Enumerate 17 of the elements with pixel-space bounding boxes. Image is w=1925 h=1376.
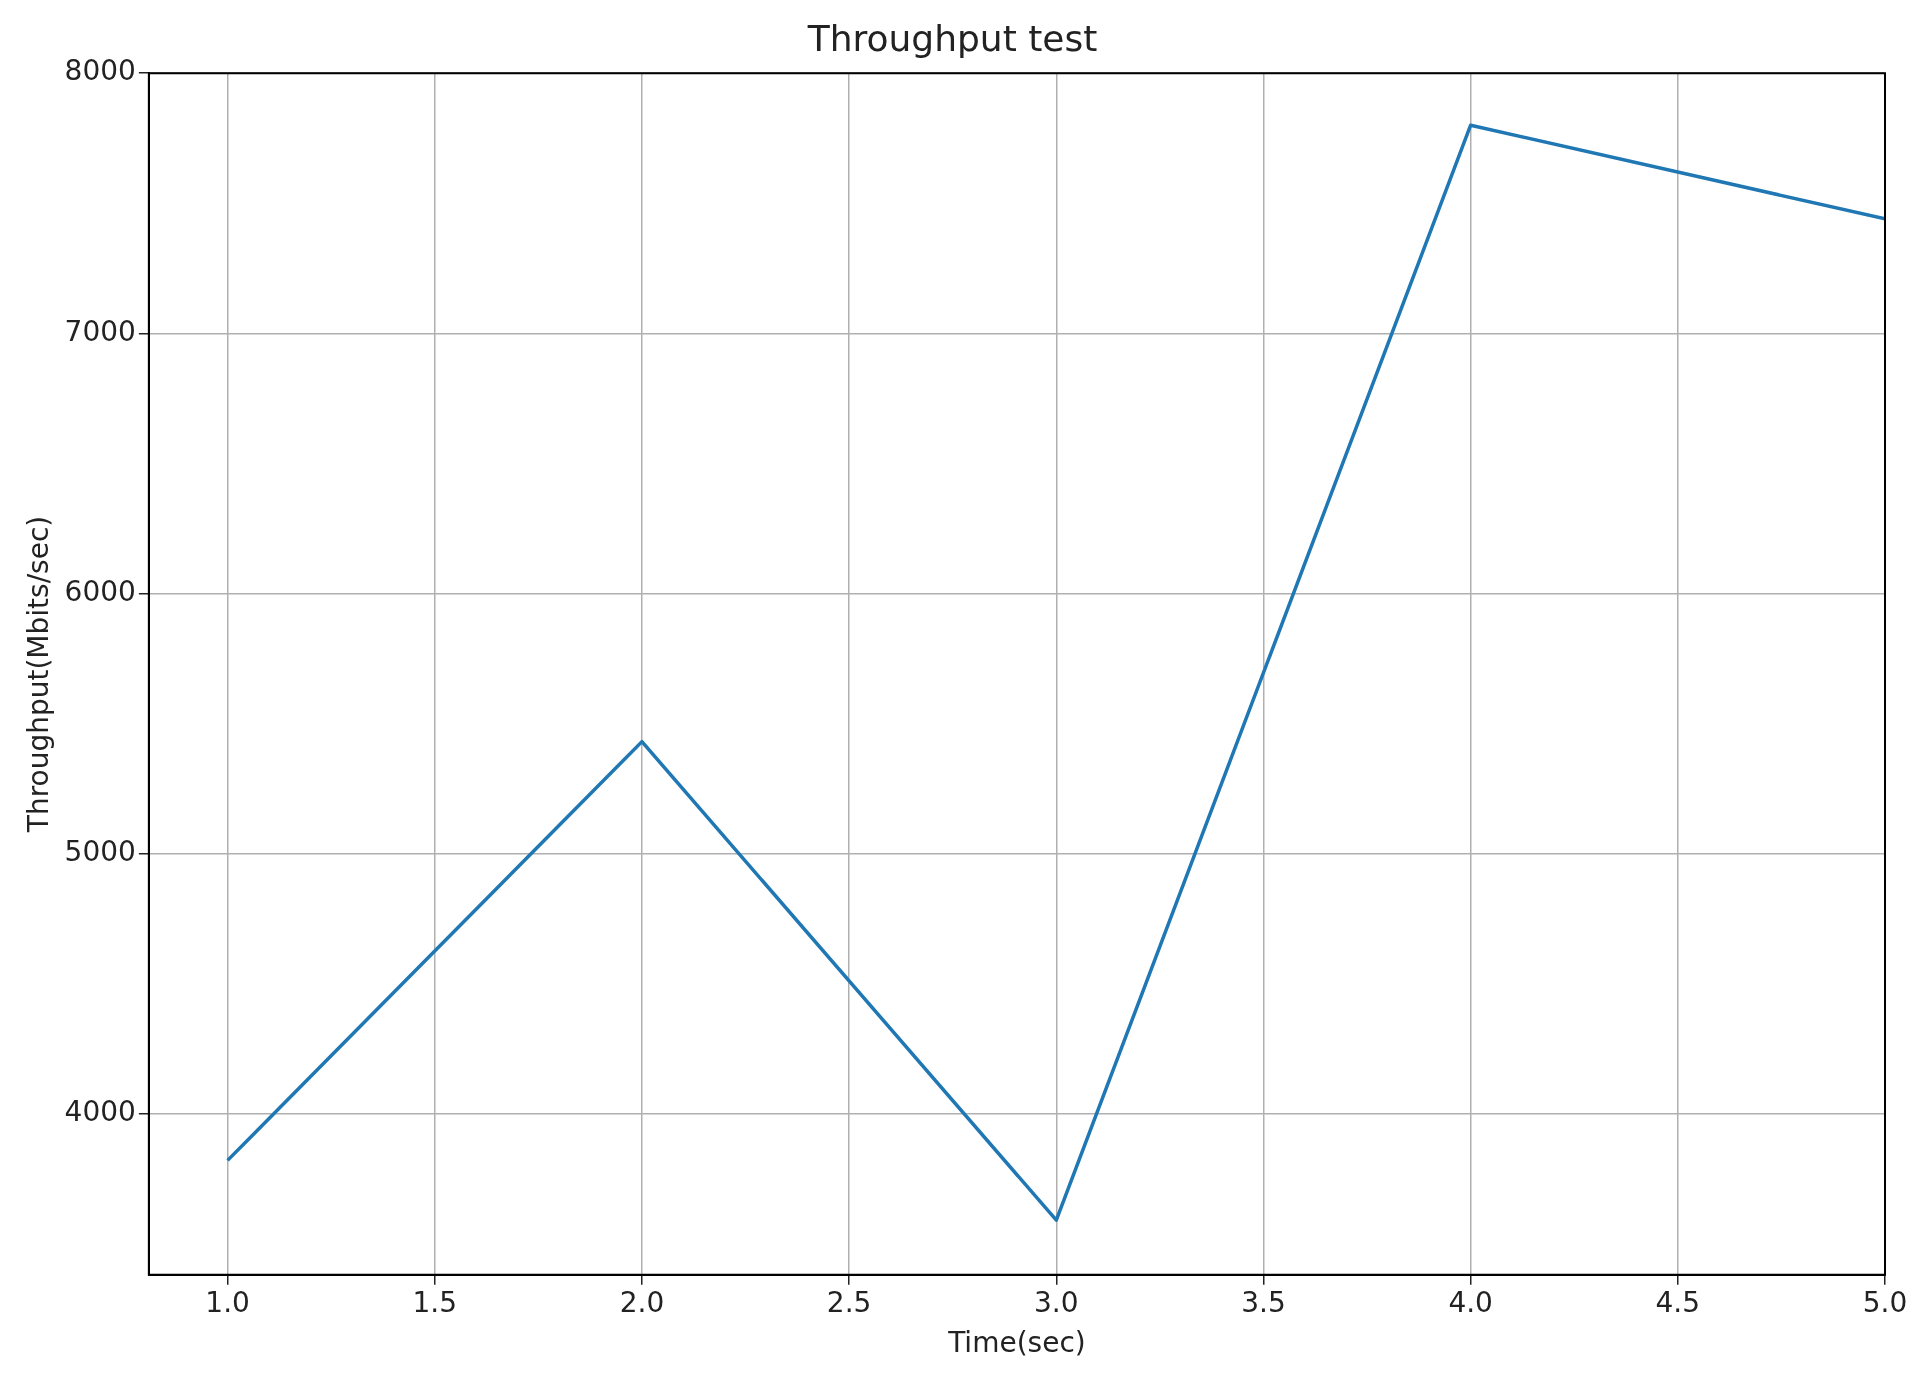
y-tick-label: 4000 — [64, 1094, 136, 1128]
x-axis-title: Time(sec) — [947, 1326, 1086, 1360]
chart-title: Throughput test — [806, 17, 1098, 59]
x-tick-label: 5.0 — [1862, 1285, 1908, 1319]
y-tick-label: 6000 — [64, 574, 136, 608]
y-tick-label: 7000 — [64, 314, 136, 348]
y-tick-label: 8000 — [64, 54, 136, 88]
x-tick-label: 4.0 — [1448, 1285, 1493, 1319]
y-tick-label: 5000 — [64, 834, 136, 868]
y-axis-title: Throughput(Mbits/sec) — [22, 515, 56, 834]
x-tick-label: 2.0 — [619, 1285, 665, 1319]
x-tick-label: 2.5 — [826, 1285, 872, 1319]
x-tick-label: 1.5 — [412, 1285, 458, 1319]
x-tick-label: 3.0 — [1034, 1285, 1079, 1319]
x-tick-label: 1.0 — [205, 1285, 250, 1319]
x-tick-label: 3.5 — [1241, 1285, 1286, 1319]
x-tick-label: 4.5 — [1655, 1285, 1701, 1319]
